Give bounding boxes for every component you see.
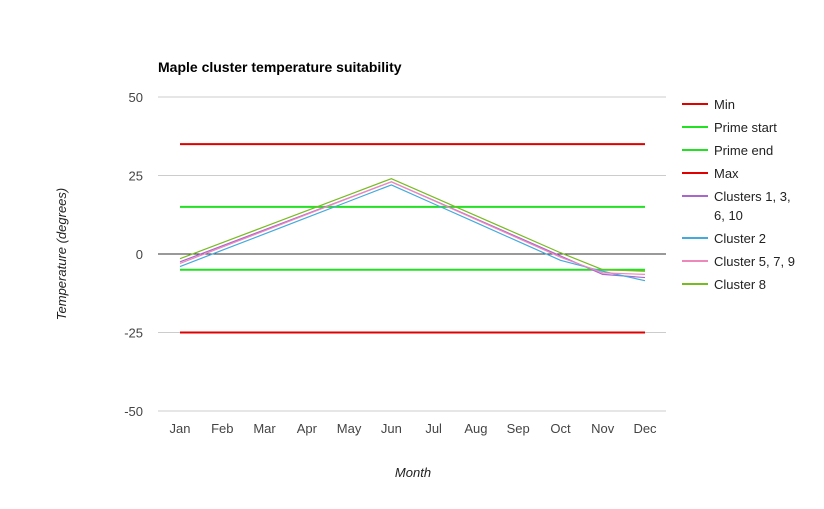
legend-label: Cluster 2: [714, 231, 766, 246]
x-tick-label: Feb: [211, 421, 233, 436]
legend-label: Max: [714, 166, 739, 181]
y-axis-ticks: 50 25 0 -25 -50: [124, 90, 143, 419]
y-tick-label: 0: [136, 247, 143, 262]
legend-label: Prime end: [714, 143, 773, 158]
series-line: [179, 178, 646, 272]
y-tick-label: 25: [129, 169, 143, 184]
x-tick-label: Jun: [381, 421, 402, 436]
x-tick-label: Jul: [425, 421, 442, 436]
legend-label: Cluster 8: [714, 277, 766, 292]
x-tick-label: Dec: [633, 421, 657, 436]
x-tick-label: Aug: [464, 421, 487, 436]
x-tick-label: Sep: [507, 421, 530, 436]
x-tick-label: Apr: [297, 421, 318, 436]
series-line: [179, 181, 646, 276]
plot-series: [179, 143, 646, 334]
y-axis-title: Temperature (degrees): [54, 188, 69, 320]
legend-label: 6, 10: [714, 208, 743, 223]
chart-title: Maple cluster temperature suitability: [158, 59, 402, 75]
legend-label: Cluster 5, 7, 9: [714, 254, 795, 269]
series-line: [179, 184, 646, 282]
x-tick-label: Jan: [170, 421, 191, 436]
legend-label: Clusters 1, 3,: [714, 189, 791, 204]
legend: Min Prime start Prime end Max Clusters 1, 3,…: [682, 97, 795, 292]
legend-label: Min: [714, 97, 735, 112]
x-tick-label: Nov: [591, 421, 615, 436]
x-axis-title: Month: [395, 465, 431, 480]
y-tick-label: -25: [124, 326, 143, 341]
y-tick-label: 50: [129, 90, 143, 105]
x-tick-label: Oct: [550, 421, 571, 436]
legend-label: Prime start: [714, 120, 777, 135]
x-tick-label: Mar: [253, 421, 276, 436]
x-axis-ticks: Jan Feb Mar Apr May Jun Jul Aug Sep Oct Nov Dec: [170, 421, 658, 436]
y-tick-label: -50: [124, 404, 143, 419]
x-tick-label: May: [337, 421, 362, 436]
